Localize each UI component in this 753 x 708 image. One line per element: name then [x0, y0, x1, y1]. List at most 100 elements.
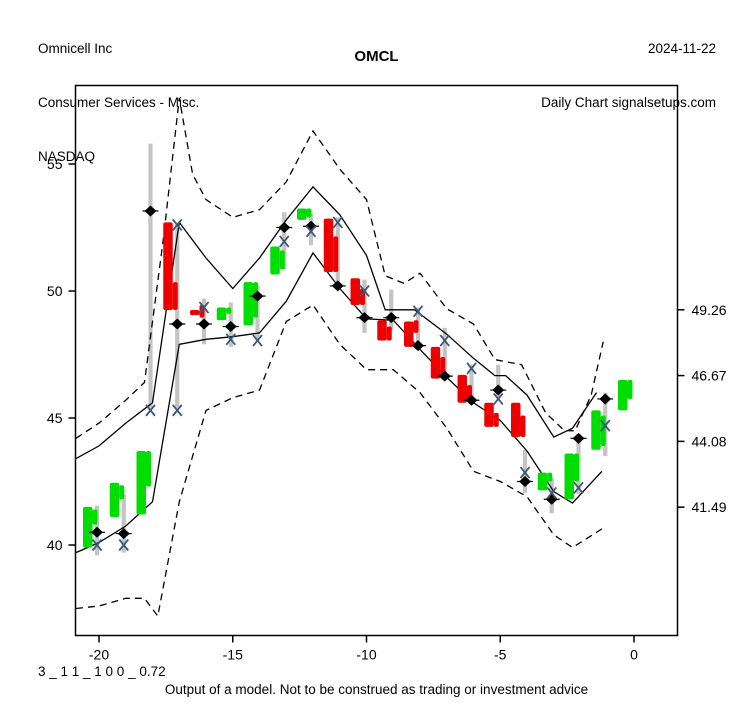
candle-body-main — [136, 451, 146, 515]
candle-day0 — [618, 379, 633, 411]
diamond-marker-day-18 — [142, 205, 159, 217]
chart-date: 2024-11-22 — [647, 41, 716, 56]
x-marker-day-5 — [493, 392, 504, 406]
x-icon-stroke — [600, 419, 611, 432]
diamond-marker-day-16 — [196, 318, 212, 330]
candle-body-side — [146, 451, 151, 487]
candle-body-side — [226, 307, 232, 314]
markers-layer — [89, 205, 614, 552]
candle-body-main — [430, 346, 441, 379]
diamond-marker-day-4 — [517, 476, 533, 487]
x-marker-day-17 — [172, 218, 183, 232]
x-marker-day-7 — [439, 334, 450, 347]
candle-day-15 — [216, 307, 232, 321]
range-bar-day-5 — [496, 364, 501, 398]
candle-day-5 — [484, 402, 499, 427]
x-marker-day-3 — [546, 486, 557, 499]
x-marker-day-17-1 — [172, 404, 183, 417]
x-marker-day-13 — [279, 235, 290, 248]
x-marker-day-10 — [359, 284, 370, 298]
left-tick-label-45: 45 — [47, 410, 63, 426]
candle-body-side — [627, 379, 633, 399]
diamond-marker-day-3 — [543, 493, 560, 505]
disclaimer-text: Output of a model. Not to be construed a… — [164, 682, 589, 697]
candle-day-17 — [163, 222, 178, 311]
diamond-marker-day-1 — [597, 393, 614, 405]
diamond-icon — [438, 370, 451, 382]
left-tick-label-40: 40 — [47, 537, 63, 553]
chart-title: OMCL — [354, 48, 399, 65]
candle-body-main — [216, 307, 227, 321]
x-marker-day-16 — [198, 301, 210, 314]
x-marker-day-15 — [225, 333, 236, 346]
diamond-icon — [117, 528, 130, 540]
lower-solid-band — [75, 251, 603, 554]
bottom-tick-label--20: -20 — [89, 647, 109, 663]
company-name: Omnicell Inc — [38, 41, 113, 56]
diamond-marker-day-5 — [490, 384, 507, 396]
candle-body-side — [520, 415, 526, 438]
range-bar-day-17 — [175, 222, 180, 408]
x-icon-stroke — [252, 334, 263, 347]
candle-body-main — [297, 208, 307, 220]
diamond-icon — [358, 312, 371, 324]
x-marker-day-2 — [573, 481, 584, 494]
candle-day-4 — [511, 402, 526, 438]
x-icon-stroke — [172, 218, 183, 232]
x-icon-stroke — [172, 404, 183, 417]
candle-day-14 — [243, 282, 258, 326]
candle-body-main — [270, 246, 280, 275]
candle-body-side — [600, 415, 606, 446]
left-tick-label-55: 55 — [47, 156, 63, 172]
candle-body-main — [484, 402, 494, 427]
candle-day-2 — [564, 453, 579, 500]
candle-day-3 — [537, 472, 553, 491]
diamond-marker-day-10 — [356, 312, 373, 324]
diamond-icon — [91, 526, 103, 538]
x-icon-stroke — [466, 362, 477, 375]
candle-body-main — [537, 472, 548, 491]
diamond-icon — [198, 318, 210, 330]
right-tick-label-41.49: 41.49 — [692, 499, 727, 515]
candle-day-9 — [377, 320, 392, 341]
model-parameters: 3 _ 1 1 _ 1 0 0 _ 0.72 — [38, 664, 166, 679]
diamond-marker-day-17 — [169, 318, 186, 330]
header-right: 2024-11-22 Daily Chart signalsetups.com — [541, 4, 716, 148]
x-marker-day-4 — [519, 466, 531, 479]
x-icon-stroke — [519, 466, 531, 479]
diamond-marker-day-8 — [410, 340, 426, 352]
candle-body-main — [163, 222, 173, 311]
bottom-tick-label--5: -5 — [494, 647, 507, 663]
candle-day-12 — [297, 208, 312, 220]
diamond-marker-day-14 — [249, 290, 266, 302]
candle-body-main — [564, 453, 574, 500]
x-icon-stroke — [279, 235, 290, 248]
x-marker-day-8 — [412, 305, 424, 318]
candle-body-main — [350, 278, 360, 305]
range-bar-day-6 — [469, 364, 474, 401]
candle-body-side — [306, 208, 312, 218]
candle-day-8 — [404, 320, 419, 347]
chart-type-source: Daily Chart signalsetups.com — [541, 95, 716, 110]
range-bar-day-10 — [362, 279, 367, 333]
x-icon-stroke — [573, 481, 584, 494]
candle-day-20 — [83, 506, 98, 548]
x-icon-stroke — [493, 392, 504, 406]
diamond-icon — [519, 476, 531, 487]
bottom-tick-label-0: 0 — [630, 647, 638, 663]
candle-body-main — [404, 321, 414, 347]
x-icon-stroke — [359, 284, 370, 298]
candle-body-side — [386, 326, 392, 341]
candle-body-side — [493, 412, 499, 427]
diamond-icon — [465, 394, 478, 406]
plot-border — [74, 84, 679, 637]
x-marker-day-20 — [91, 538, 103, 552]
diamond-marker-day-20 — [89, 526, 105, 538]
candle-body-main — [457, 374, 467, 403]
x-icon-stroke — [546, 486, 557, 499]
diamond-marker-day-9 — [383, 312, 400, 324]
diamond-marker-day-7 — [436, 370, 453, 382]
x-icon-stroke — [305, 225, 317, 238]
